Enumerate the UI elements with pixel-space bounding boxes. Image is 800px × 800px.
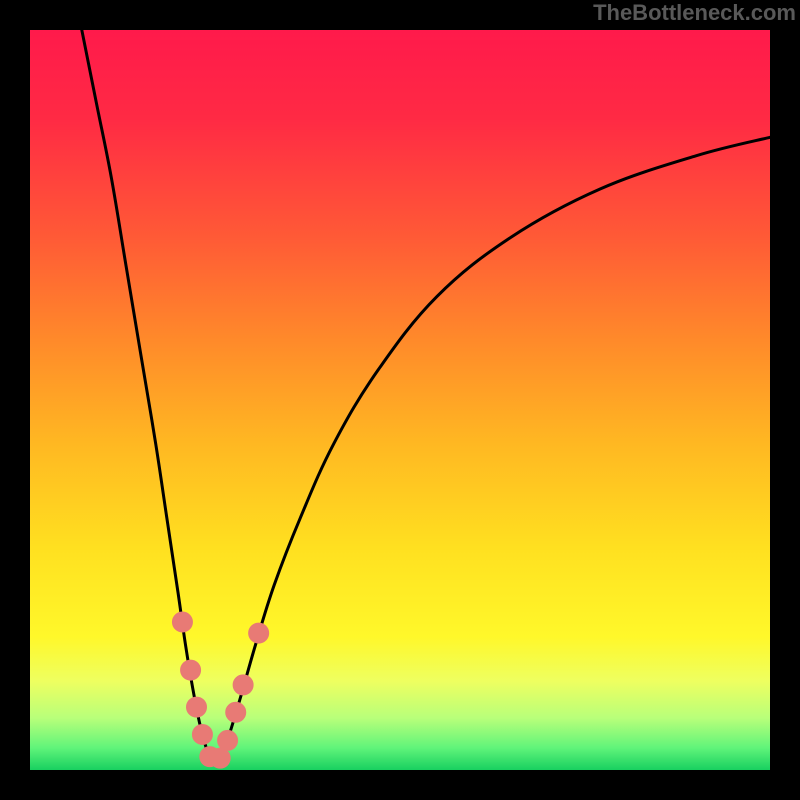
data-marker [249, 623, 269, 643]
data-marker [226, 702, 246, 722]
data-marker [172, 612, 192, 632]
data-marker [233, 675, 253, 695]
data-marker [187, 697, 207, 717]
data-marker [218, 730, 238, 750]
bottleneck-curve-left [82, 30, 215, 764]
plot-area [30, 30, 770, 770]
data-marker [192, 724, 212, 744]
watermark-text: TheBottleneck.com [593, 0, 796, 26]
data-marker [181, 660, 201, 680]
curve-layer [30, 30, 770, 770]
marker-group [172, 612, 268, 768]
data-marker [210, 748, 230, 768]
chart-frame: TheBottleneck.com [0, 0, 800, 800]
bottleneck-curve-right [215, 137, 770, 764]
